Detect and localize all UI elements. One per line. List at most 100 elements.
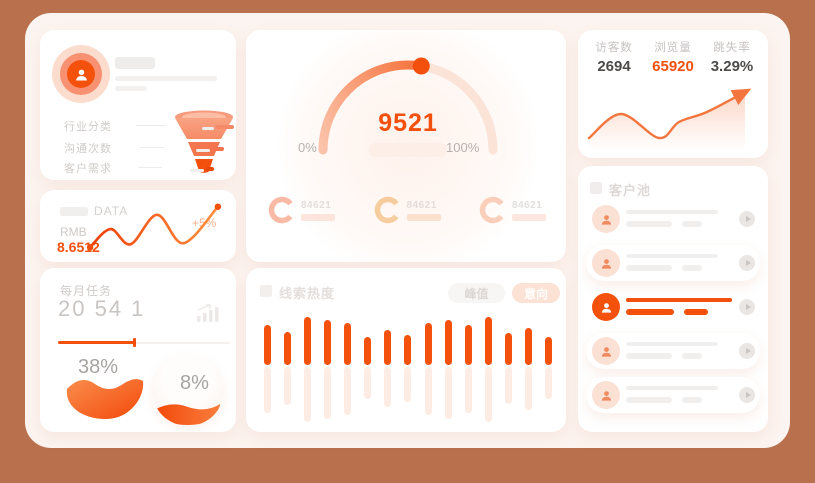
bar-top <box>344 323 352 365</box>
liquid-gauge-8 <box>152 354 224 426</box>
row-line-placeholder <box>626 386 718 390</box>
bar-reflection <box>484 367 492 422</box>
text-placeholder <box>115 86 147 91</box>
ring-stat: 84621 <box>374 196 441 224</box>
bar-reflection <box>264 367 271 413</box>
heat-bar <box>404 313 412 427</box>
data-line-chart <box>86 203 222 251</box>
funnel-value-bar <box>212 147 224 151</box>
heat-bar <box>524 313 532 427</box>
ring-stat: 84621 <box>268 196 335 224</box>
ring-bar <box>406 213 441 221</box>
row-line-placeholder <box>626 353 672 359</box>
avatar[interactable] <box>52 45 110 103</box>
gauge-pill-placeholder <box>369 143 447 157</box>
intent-button[interactable]: 意向 <box>512 283 560 303</box>
progress-fill[interactable] <box>58 338 136 347</box>
heat-bar <box>264 313 271 427</box>
profile-funnel-card: 行业分类 沟通次数 客户需求 <box>40 30 236 180</box>
stat-label: 跳失率 <box>713 42 751 54</box>
chevron-right-icon[interactable] <box>739 255 755 271</box>
bar-reflection <box>524 367 532 410</box>
bar-top <box>384 330 392 365</box>
user-icon <box>601 302 611 313</box>
bar-top <box>324 320 332 365</box>
row-line-placeholder <box>626 309 674 315</box>
bar-top <box>304 317 312 365</box>
customer-pool-title: 客户池 <box>609 183 652 198</box>
bar-reflection <box>364 367 372 399</box>
gauge-value: 9521 <box>378 109 438 137</box>
currency-label: RMB <box>60 225 87 239</box>
gauge-knob[interactable] <box>412 57 430 75</box>
stat-value: 3.29% <box>710 58 754 75</box>
user-icon <box>601 390 611 401</box>
customer-avatar <box>592 249 620 277</box>
stat-bounce-rate: 跳失率 3.29% <box>704 39 760 75</box>
bar-reflection <box>324 367 332 419</box>
heat-bar <box>324 313 332 427</box>
name-placeholder <box>115 57 155 69</box>
heat-title: 线索热度 <box>279 286 336 301</box>
funnel-label-industry: 行业分类 <box>64 121 112 133</box>
funnel-tick <box>190 169 204 172</box>
dashboard-panel: 行业分类 沟通次数 客户需求 <box>25 13 790 448</box>
bar-chart-icon <box>197 304 219 322</box>
data-card-title: DATA <box>94 204 129 218</box>
liquid-gauge-8-label: 8% <box>180 372 209 394</box>
section-square-icon <box>590 182 602 194</box>
customer-row[interactable] <box>586 377 760 413</box>
connector-line <box>140 147 164 148</box>
ring-icon <box>268 196 296 224</box>
liquid-gauge-38 <box>66 379 144 420</box>
legend-placeholder <box>60 207 88 216</box>
heat-bar <box>444 313 452 427</box>
chevron-right-icon[interactable] <box>739 299 755 315</box>
heat-bar <box>544 313 552 427</box>
chevron-right-icon[interactable] <box>739 211 755 227</box>
stat-value: 2694 <box>597 58 631 75</box>
visitor-stats-card: 访客数 2694 浏览量 65920 跳失率 3.29% <box>578 30 768 158</box>
funnel-chart <box>175 110 233 173</box>
ring-value: 84621 <box>512 199 543 211</box>
ring-value: 84621 <box>406 199 437 211</box>
text-placeholder <box>115 76 217 81</box>
heat-bar <box>424 313 432 427</box>
bar-reflection <box>284 367 292 405</box>
bar-reflection <box>404 367 412 402</box>
heat-bar <box>364 313 372 427</box>
row-line-placeholder <box>682 221 702 227</box>
monthly-tasks-card: 每月任务 20 54 1 38% <box>40 268 236 432</box>
ring-icon <box>479 196 507 224</box>
stat-label: 浏览量 <box>654 42 692 54</box>
stats-row: 访客数 2694 浏览量 65920 跳失率 3.29% <box>586 39 760 75</box>
bar-top <box>464 325 472 365</box>
chevron-right-icon[interactable] <box>739 343 755 359</box>
bar-top <box>424 323 432 365</box>
currency-value: 8.6512 <box>57 239 100 255</box>
funnel-tick <box>196 149 210 152</box>
gauge-max-label: 100% <box>446 140 480 155</box>
chevron-right-icon[interactable] <box>739 387 755 403</box>
bar-top <box>264 325 271 365</box>
bar-top <box>504 333 512 365</box>
customer-row-active[interactable] <box>586 289 760 325</box>
ring-bar <box>512 213 546 221</box>
bar-reflection <box>504 367 512 404</box>
connector-line <box>136 125 166 126</box>
bar-top <box>404 335 412 365</box>
stat-visitors: 访客数 2694 <box>586 39 642 75</box>
customer-row[interactable] <box>586 333 760 369</box>
trend-line-chart <box>587 88 752 150</box>
customer-row[interactable] <box>586 245 760 281</box>
user-icon <box>601 258 611 269</box>
ring-bar <box>301 213 335 221</box>
customer-row[interactable] <box>586 201 760 237</box>
row-line-placeholder <box>684 309 708 315</box>
heat-bar <box>284 313 292 427</box>
peak-button[interactable]: 峰值 <box>448 283 505 303</box>
row-line-placeholder <box>682 397 702 403</box>
funnel-label-communication: 沟通次数 <box>64 143 112 155</box>
avatar-ring <box>60 53 102 95</box>
